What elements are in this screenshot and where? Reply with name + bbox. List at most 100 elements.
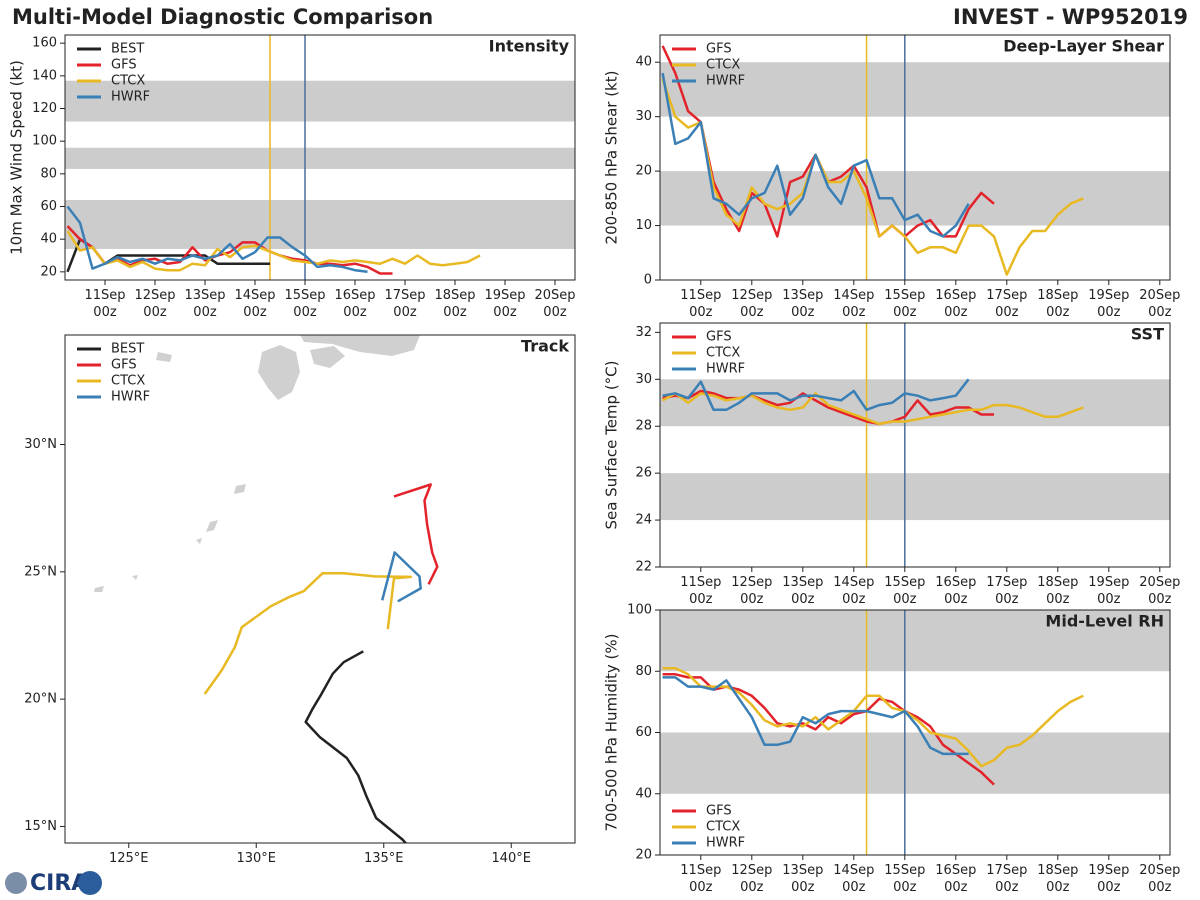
shaded-range: [660, 732, 1170, 794]
y-tick-label: 40: [635, 55, 652, 70]
x-tick-label: 13Sep 00z: [782, 863, 824, 895]
y-tick-label: 0: [644, 273, 652, 288]
y-tick-label: 20°N: [24, 692, 57, 707]
y-axis-label: 10m Max Wind Speed (kt): [8, 60, 26, 255]
plot-area: [660, 610, 1170, 855]
series-line: [662, 389, 994, 426]
x-tick-label: 15Sep 00z: [884, 863, 926, 895]
series-line: [203, 572, 413, 695]
y-tick-label: 28: [635, 419, 652, 434]
y-tick-label: 20: [40, 264, 57, 279]
x-tick-label: 11Sep 00z: [84, 288, 126, 320]
land-shape: [206, 520, 218, 532]
x-tick-label: 17Sep 00z: [986, 288, 1028, 320]
plot-area: [660, 35, 1170, 280]
y-tick-label: 10: [635, 218, 652, 233]
x-tick-label: 14Sep 00z: [234, 288, 276, 320]
y-axis-label: Sea Surface Temp (°C): [603, 360, 621, 529]
figure-title: Multi-Model Diagnostic Comparison: [12, 5, 433, 29]
x-tick-label: 14Sep 00z: [833, 288, 875, 320]
series-line: [66, 230, 481, 272]
plot-area: [65, 35, 575, 280]
land-shape: [258, 345, 300, 400]
x-tick-label: 12Sep 00z: [134, 288, 176, 320]
y-tick-label: 30: [635, 109, 652, 124]
x-tick-label: 16Sep 00z: [935, 575, 977, 607]
x-tick-label: 18Sep 00z: [434, 288, 476, 320]
y-tick-label: 40: [635, 786, 652, 801]
y-axis-label: 200-850 hPa Shear (kt): [603, 71, 621, 245]
x-tick-label: 18Sep 00z: [1037, 575, 1079, 607]
legend-label: HWRF: [706, 74, 745, 89]
x-tick-label: 17Sep 00z: [384, 288, 426, 320]
series-line: [66, 205, 368, 274]
axes-frame: [64, 34, 576, 281]
shaded-range: [660, 610, 1170, 672]
y-tick-label: 80: [40, 166, 57, 181]
x-tick-label: 125°E: [108, 851, 149, 866]
legend-label: GFS: [706, 330, 732, 345]
legend-label: HWRF: [111, 90, 150, 105]
land-shape: [132, 575, 138, 580]
land-shape: [156, 352, 172, 362]
land-shape: [234, 484, 246, 494]
plot-area: [660, 323, 1170, 567]
x-tick-label: 20Sep 00z: [1139, 863, 1181, 895]
y-tick-label: 140: [32, 68, 57, 83]
axes-frame: [64, 334, 576, 844]
legend-label: GFS: [706, 804, 732, 819]
shaded-range: [660, 473, 1170, 521]
legend-label: CTCX: [111, 74, 145, 89]
shaded-range: [660, 171, 1170, 226]
x-tick-label: 19Sep 00z: [1088, 863, 1130, 895]
x-tick-label: 20Sep 00z: [534, 288, 576, 320]
x-tick-label: 16Sep 00z: [334, 288, 376, 320]
x-tick-label: 14Sep 00z: [833, 575, 875, 607]
land-shape: [300, 335, 420, 356]
series-line: [304, 650, 408, 843]
x-tick-label: 19Sep 00z: [1088, 288, 1130, 320]
plot-area: [203, 483, 439, 843]
y-tick-label: 80: [635, 664, 652, 679]
axes-frame: [659, 322, 1171, 568]
x-tick-label: 140°E: [491, 851, 532, 866]
y-tick-label: 32: [635, 325, 652, 340]
legend-label: BEST: [111, 342, 144, 357]
x-tick-label: 18Sep 00z: [1037, 863, 1079, 895]
legend-label: GFS: [111, 58, 137, 73]
legend-label: BEST: [111, 42, 144, 57]
legend-label: CTCX: [706, 820, 740, 835]
shaded-range: [65, 147, 575, 169]
panel-title: Intensity: [489, 37, 570, 56]
storm-id: INVEST - WP952019: [953, 5, 1188, 29]
x-tick-label: 16Sep 00z: [935, 288, 977, 320]
y-tick-label: 160: [32, 36, 57, 51]
land: [94, 335, 420, 592]
y-tick-label: 100: [32, 134, 57, 149]
x-tick-label: 135°E: [363, 851, 404, 866]
panel-title: SST: [1131, 325, 1164, 344]
x-tick-label: 13Sep 00z: [782, 288, 824, 320]
x-tick-label: 15Sep 00z: [284, 288, 326, 320]
shaded-range: [65, 199, 575, 249]
x-tick-label: 17Sep 00z: [986, 863, 1028, 895]
x-tick-label: 15Sep 00z: [884, 288, 926, 320]
y-tick-label: 15°N: [24, 819, 57, 834]
logo-globe: [5, 872, 27, 894]
panel-title: Track: [521, 337, 569, 356]
series-line: [662, 673, 995, 786]
series-line: [380, 551, 422, 603]
x-tick-label: 13Sep 00z: [782, 575, 824, 607]
shaded-range: [65, 80, 575, 122]
y-tick-label: 60: [635, 725, 652, 740]
y-tick-label: 20: [635, 848, 652, 863]
x-tick-label: 19Sep 00z: [484, 288, 526, 320]
x-tick-label: 12Sep 00z: [731, 575, 773, 607]
y-tick-label: 60: [40, 199, 57, 214]
land-shape: [94, 586, 104, 592]
legend-label: CTCX: [706, 346, 740, 361]
x-tick-label: 12Sep 00z: [731, 288, 773, 320]
legend-label: HWRF: [706, 836, 745, 851]
x-tick-label: 18Sep 00z: [1037, 288, 1079, 320]
